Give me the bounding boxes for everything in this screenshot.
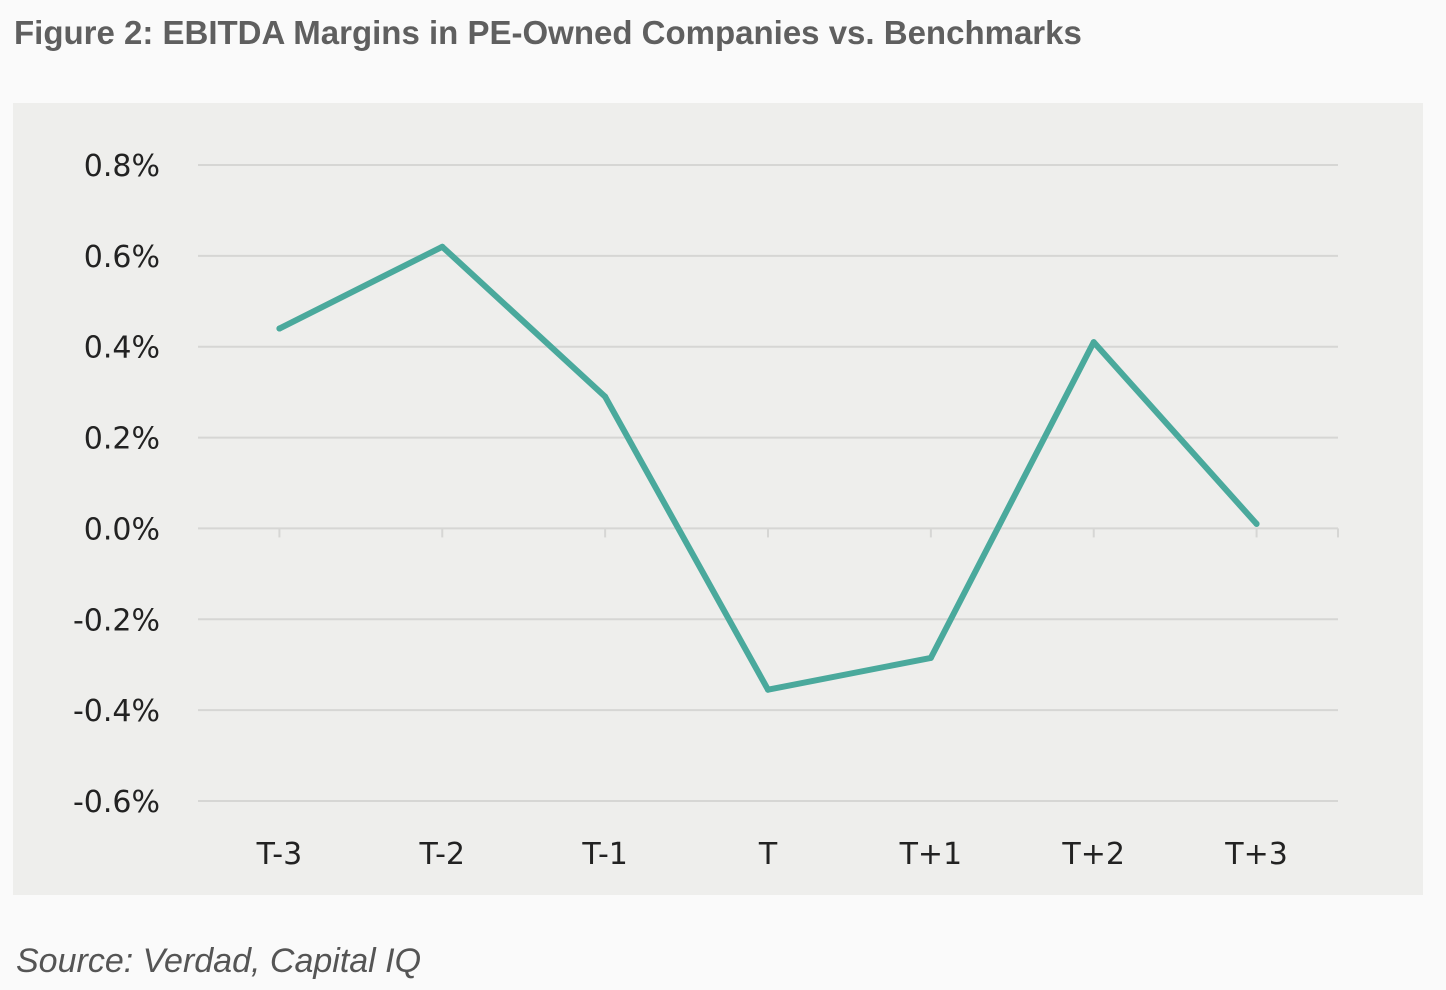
y-tick-label: -0.2%	[73, 603, 160, 638]
data-point	[927, 654, 934, 661]
line-chart: 0.8%0.6%0.4%0.2%0.0%-0.2%-0.4%-0.6% T-3 T…	[73, 149, 1339, 872]
y-tick-label: 0.8%	[84, 149, 160, 184]
x-tick-label: T-2	[419, 837, 465, 872]
y-tick-label: -0.6%	[73, 785, 160, 820]
y-axis-tick-labels: 0.8% 0.6% 0.4% 0.2% 0.0% -0.2% -0.4% -0.6%	[73, 149, 160, 820]
series-line	[276, 243, 1260, 693]
x-axis	[278, 528, 1339, 538]
y-tick-label: 0.0%	[84, 512, 160, 547]
x-tick-label: T-3	[256, 837, 302, 872]
data-point	[276, 325, 283, 332]
data-point	[1253, 520, 1260, 527]
y-tick-label: 0.2%	[84, 422, 160, 457]
data-point	[765, 686, 771, 693]
y-tick-label: 0.4%	[84, 331, 160, 366]
y-tick-label: 0.6%	[84, 240, 160, 275]
y-tick-label: -0.4%	[73, 694, 160, 729]
x-tick-label: T	[758, 837, 778, 872]
data-point	[602, 393, 609, 400]
data-point	[439, 243, 446, 250]
gridlines	[198, 164, 1338, 802]
series-layer	[276, 243, 1260, 693]
x-tick-label: T+2	[1061, 837, 1125, 872]
source-note: Source: Verdad, Capital IQ	[16, 942, 422, 980]
data-point	[1090, 339, 1097, 346]
x-tick-label: T+1	[899, 837, 963, 872]
x-axis-tick-labels: T-3 T-2 T-1 T T+1 T+2 T+3	[256, 837, 1288, 872]
x-tick-label: T-1	[581, 837, 627, 872]
x-tick-label: T+3	[1224, 837, 1288, 872]
chart-title: Figure 2: EBITDA Margins in PE-Owned Com…	[14, 14, 1082, 51]
chart-panel: 0.8% 0.6% 0.4% 0.2% 0.0% -0.2% -0.4% -0.6% T-3 T…	[13, 103, 1423, 895]
